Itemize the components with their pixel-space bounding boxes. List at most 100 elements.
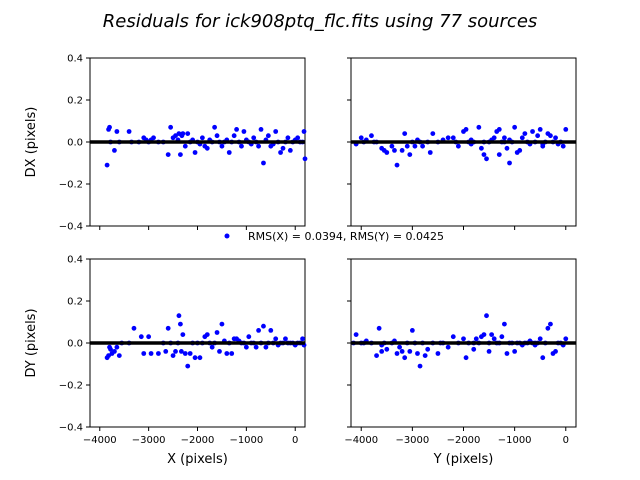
data-point [219,143,225,149]
data-point [173,349,178,354]
data-point [258,126,264,132]
data-point [126,129,132,134]
data-point [384,346,390,352]
data-point [563,126,569,132]
data-point [402,131,408,137]
data-point [471,346,477,352]
data-point [481,332,487,337]
y-tick-label: −0.2 [59,381,83,392]
data-point [163,349,169,354]
data-point [300,336,305,342]
data-point [204,145,210,151]
y-tick-label: −0.4 [59,423,83,434]
data-point [512,349,518,354]
data-point [114,129,120,134]
y-tick-label: 0.0 [67,138,83,149]
data-point [399,349,405,354]
data-point [425,346,431,352]
data-point [253,344,259,350]
data-point [104,162,110,168]
data-point [182,143,188,149]
data-point [374,353,379,358]
y-tick-label: 0.0 [67,339,83,350]
data-point [180,131,186,137]
x-tick-label: −3000 [395,435,429,446]
x-tick-label: 0 [563,435,569,446]
data-point [415,351,420,356]
data-point [261,160,266,166]
legend-label: RMS(X) = 0.0394, RMS(Y) = 0.0425 [248,230,444,243]
data-point [197,355,203,361]
data-point [108,346,113,352]
data-point [450,334,456,340]
data-point [491,336,497,342]
data-point [537,126,543,132]
y-tick-label: 0.2 [67,297,83,308]
data-point [409,328,415,333]
data-point [417,363,423,369]
data-point [156,351,161,356]
panel-dy-vs-x: −4000 −3000 −2000 −1000 0 −0.4 −0.2 0.0 0.2 0.4 X … [24,255,307,467]
x-tick-label: −4000 [344,435,378,446]
data-point [435,351,441,356]
data-point [185,363,191,369]
data-point [540,355,546,361]
data-point [263,344,269,350]
data-point [489,332,495,337]
data-point [402,355,408,361]
data-point [265,133,271,139]
data-point [502,135,507,141]
data-point [301,129,307,134]
data-point [553,135,558,141]
data-point [151,135,156,141]
x-tick-label: 0 [292,435,298,446]
x-tick-label: −4000 [83,435,117,446]
data-point [273,336,279,342]
data-point [476,124,482,130]
data-point [353,332,359,337]
data-point [219,321,225,327]
data-point [112,349,117,354]
y-tick-label: 0.4 [67,54,83,65]
data-point [499,334,505,340]
data-point [192,150,198,155]
data-point [422,353,428,358]
data-point [379,349,385,354]
data-point [389,143,395,149]
data-point [214,330,220,335]
data-point [180,332,186,337]
data-point [404,143,410,149]
x-axis-label: X (pixels) [167,452,228,467]
data-point [491,135,497,141]
data-point [486,349,492,354]
data-point [394,162,400,168]
data-point [256,328,261,333]
data-point [461,336,466,342]
data-point [302,156,308,162]
data-point [445,344,451,350]
y-tick-label: −0.4 [59,222,83,233]
data-point [177,152,183,158]
data-point [231,133,237,139]
data-point [560,143,566,149]
data-point [412,143,418,149]
data-point [131,325,137,331]
x-tick-label: −2000 [447,435,481,446]
data-point [165,152,171,158]
x-tick-label: −2000 [181,435,215,446]
data-point [239,143,244,149]
data-point [176,313,182,319]
data-point [214,133,220,139]
data-point [165,325,171,331]
data-point [243,344,249,350]
y-tick-label: −0.2 [59,180,83,191]
data-point [224,351,230,356]
x-axis-label: Y (pixels) [433,452,494,467]
data-point [522,131,528,137]
data-point [478,145,484,151]
data-point [241,129,247,134]
data-point [146,334,152,340]
data-point [182,351,188,356]
data-point [268,328,274,333]
data-point [107,124,112,130]
